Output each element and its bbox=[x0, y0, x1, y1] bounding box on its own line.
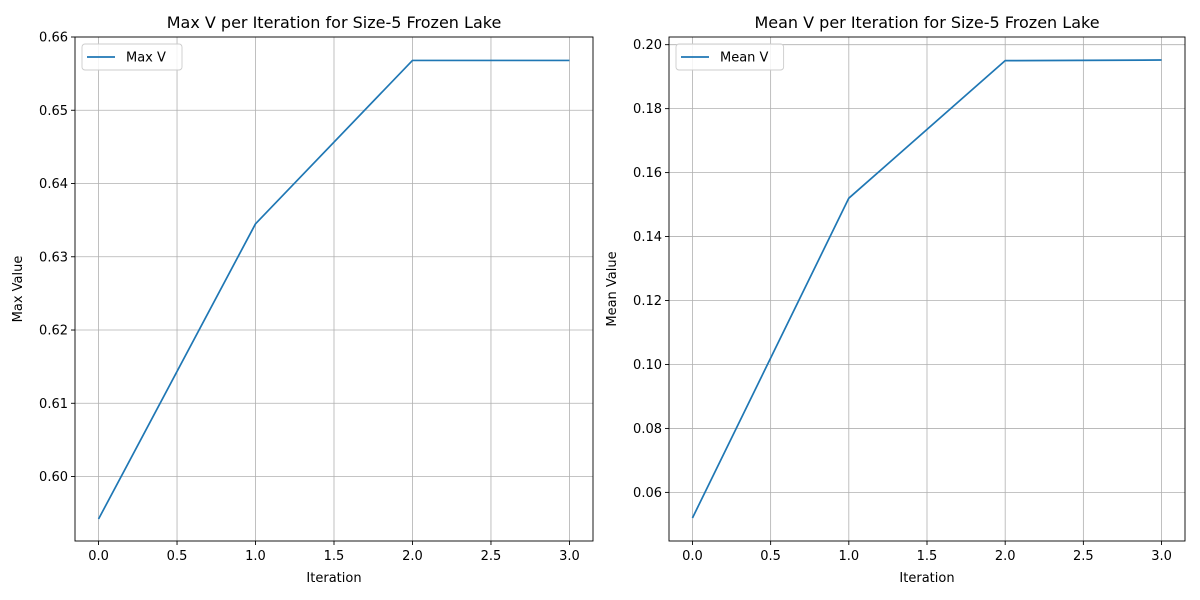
chart-2-y-axis-label: Mean Value bbox=[605, 251, 620, 326]
chart-2-x-tick-label: 2.0 bbox=[995, 549, 1016, 564]
chart-2-legend-label: Mean V bbox=[720, 51, 769, 66]
chart-1-x-tick-label: 2.0 bbox=[402, 549, 423, 564]
chart-1-series-line bbox=[97, 59, 570, 520]
chart-2-x-tick-label: 1.5 bbox=[917, 549, 938, 564]
chart-2-legend: Mean V bbox=[675, 43, 785, 71]
chart-1-legend: Max V bbox=[81, 43, 183, 71]
chart-2-y-tick-label: 0.14 bbox=[633, 230, 662, 245]
chart-1-x-axis-label: Iteration bbox=[306, 571, 361, 586]
chart-2-y-tick-label: 0.12 bbox=[633, 294, 662, 309]
chart-1-title: Max V per Iteration for Size-5 Frozen La… bbox=[167, 13, 502, 32]
chart-2-y-tick-label: 0.06 bbox=[633, 486, 662, 501]
chart-2-y-tick-label: 0.08 bbox=[633, 422, 662, 437]
chart-1-x-tick-label: 2.5 bbox=[481, 549, 502, 564]
chart-1-y-tick-label: 0.62 bbox=[39, 324, 68, 339]
chart-1-y-tick-label: 0.64 bbox=[39, 177, 68, 192]
chart-2-y-tick-label: 0.16 bbox=[633, 166, 662, 181]
chart-1-x-tick-label: 1.0 bbox=[245, 549, 266, 564]
chart-1-x-tick-label: 0.5 bbox=[167, 549, 188, 564]
chart-2-series-line bbox=[691, 59, 1162, 519]
chart-2-panel: 0.0 0.5 1.0 1.5 2.0 2.5 3.0 0.06 0.08 0.10 0.12 0.1… bbox=[605, 13, 1186, 586]
chart-1-y-tick-label: 0.61 bbox=[39, 397, 68, 412]
chart-2-x-tick-label: 1.0 bbox=[838, 549, 859, 564]
chart-1-y-tick-label: 0.63 bbox=[39, 250, 68, 265]
chart-2-y-tick-label: 0.20 bbox=[633, 38, 662, 53]
chart-2-legend-box bbox=[675, 43, 785, 71]
chart-2-x-tick-label: 0.5 bbox=[760, 549, 781, 564]
chart-1-panel: 0.0 0.5 1.0 1.5 2.0 2.5 3.0 0.60 0.61 0.62 0.63 0.6… bbox=[11, 13, 594, 586]
chart-2-title: Mean V per Iteration for Size-5 Frozen L… bbox=[754, 13, 1099, 32]
chart-1-x-tick-label: 1.5 bbox=[324, 549, 345, 564]
chart-1-y-axis-label: Max Value bbox=[11, 256, 26, 323]
chart-1-y-tick-label: 0.65 bbox=[39, 104, 68, 119]
chart-1-x-tick-label: 3.0 bbox=[559, 549, 580, 564]
chart-2-x-tick-label: 0.0 bbox=[682, 549, 703, 564]
chart-2-y-tick-label: 0.18 bbox=[633, 102, 662, 117]
chart-1-x-tick-label: 0.0 bbox=[88, 549, 109, 564]
chart-1-legend-box bbox=[81, 43, 183, 71]
chart-2-x-tick-label: 2.5 bbox=[1073, 549, 1094, 564]
chart-1-y-tick-label: 0.66 bbox=[39, 31, 68, 46]
chart-1-y-tick-label: 0.60 bbox=[39, 470, 68, 485]
chart-1-legend-label: Max V bbox=[126, 51, 166, 66]
chart-2-y-tick-label: 0.10 bbox=[633, 358, 662, 373]
chart-2-x-axis-label: Iteration bbox=[899, 571, 954, 586]
chart-2-x-tick-label: 3.0 bbox=[1151, 549, 1172, 564]
